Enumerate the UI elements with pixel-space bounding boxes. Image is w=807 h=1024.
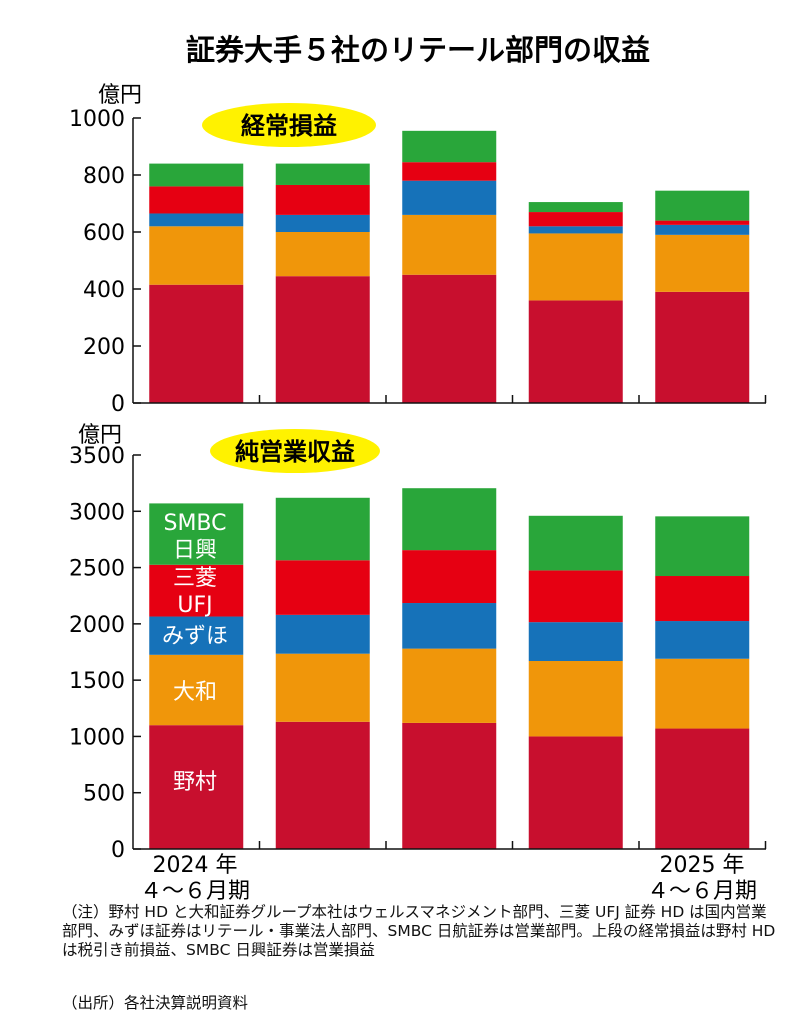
top-bar-segment-三菱UFJ — [402, 162, 497, 181]
bottom-bar-segment-野村 — [275, 721, 370, 849]
bottom-bar-segment-SMBC日興 — [275, 497, 370, 561]
top-y-unit: 億円 — [98, 83, 142, 108]
bottom-bar-segment-大和 — [528, 661, 623, 737]
top-panel-badge — [202, 103, 376, 147]
top-bar-segment-SMBC日興 — [655, 190, 750, 221]
bottom-bar-segment-三菱UFJ — [149, 564, 244, 617]
series-label-smbc-line1: SMBC — [163, 511, 226, 536]
series-label-nomura: 野村 — [173, 770, 217, 795]
series-label-daiwa: 大和 — [173, 680, 217, 705]
top-bar-segment-三菱UFJ — [149, 186, 244, 214]
top-y-tick-label: 600 — [83, 221, 125, 246]
bottom-bar-segment-みずほ — [402, 603, 497, 649]
bottom-bar-segment-SMBC日興 — [528, 515, 623, 571]
bottom-bar-segment-大和 — [655, 658, 750, 729]
bottom-bar-segment-みずほ — [149, 616, 244, 655]
bottom-bar-segment-野村 — [528, 736, 623, 849]
top-bar-segment-野村 — [149, 284, 244, 403]
top-bar-segment-SMBC日興 — [528, 202, 623, 213]
bottom-bars — [149, 488, 750, 849]
top-y-tick-label: 0 — [111, 392, 125, 417]
bottom-panel-badge — [210, 429, 380, 473]
source-note: （出所）各社決算説明資料 — [62, 994, 249, 1012]
x-label-last-period: ４～６月期 — [647, 879, 757, 904]
bottom-y-tick-label: 1000 — [69, 725, 125, 750]
top-x-ticks — [258, 395, 767, 403]
top-bar-segment-野村 — [655, 291, 750, 403]
x-label-first-year: 2024 年 — [153, 853, 238, 878]
series-label-mufg-line1: 三菱 — [173, 566, 217, 591]
series-label-mufg-line2: UFJ — [177, 593, 212, 618]
top-bar-segment-三菱UFJ — [275, 184, 370, 215]
bottom-y-tick-label: 3500 — [69, 444, 125, 469]
bottom-bar-segment-SMBC日興 — [402, 488, 497, 551]
top-bar-segment-野村 — [402, 274, 497, 403]
top-bar-segment-野村 — [528, 300, 623, 403]
top-bar-segment-みずほ — [655, 224, 750, 235]
top-y-tick-label: 800 — [83, 164, 125, 189]
top-bar-segment-SMBC日興 — [275, 163, 370, 185]
top-bar-segment-SMBC日興 — [402, 130, 497, 163]
bottom-y-tick-label: 1500 — [69, 669, 125, 694]
bottom-bar-segment-みずほ — [528, 622, 623, 662]
bottom-y-tick-label: 0 — [111, 838, 125, 863]
bottom-bar-segment-野村 — [149, 725, 244, 849]
panel-ordinary-profit: 億円 0 200 400 600 800 1000 経常損益 — [69, 83, 767, 417]
bottom-bar-segment-大和 — [275, 653, 370, 722]
top-bar-segment-三菱UFJ — [528, 212, 623, 227]
bottom-bar-segment-三菱UFJ — [402, 550, 497, 604]
bottom-y-tick-label: 3000 — [69, 500, 125, 525]
bottom-bar-segment-三菱UFJ — [528, 570, 623, 623]
bottom-bar-segment-野村 — [655, 728, 750, 849]
top-bar-segment-大和 — [149, 226, 244, 285]
top-panel-title: 経常損益 — [241, 112, 337, 140]
bottom-bar-segment-みずほ — [655, 621, 750, 659]
series-label-mizuho: みずほ — [162, 624, 228, 649]
series-label-smbc-line2: 日興 — [173, 538, 217, 563]
chart-title: 証券大手５社のリテール部門の収益 — [186, 33, 650, 67]
top-y-axis: 0 200 400 600 800 1000 — [69, 107, 141, 417]
bottom-panel-title: 純営業収益 — [235, 438, 355, 466]
top-bar-segment-野村 — [275, 276, 370, 403]
top-y-tick-label: 200 — [83, 335, 125, 360]
bottom-y-axis: 0 500 1000 1500 2000 2500 3000 3500 — [69, 444, 141, 863]
bottom-bar-segment-大和 — [149, 654, 244, 726]
bottom-y-unit: 億円 — [78, 423, 122, 448]
top-bar-segment-大和 — [655, 234, 750, 292]
top-y-tick-label: 1000 — [69, 107, 125, 132]
x-label-last-year: 2025 年 — [660, 853, 745, 878]
top-bar-segment-みずほ — [528, 226, 623, 234]
top-y-tick-label: 400 — [83, 278, 125, 303]
bottom-y-tick-label: 2500 — [69, 557, 125, 582]
top-bar-segment-大和 — [275, 232, 370, 277]
top-bar-segment-みずほ — [149, 213, 244, 227]
bottom-x-ticks — [258, 841, 767, 849]
top-bars — [149, 130, 750, 403]
panel-net-operating-revenue: 億円 0 500 1000 1500 2000 2500 3000 3500 純営業収益 SM… — [69, 423, 767, 863]
top-bar-segment-SMBC日興 — [149, 163, 244, 187]
bottom-bar-segment-SMBC日興 — [655, 516, 750, 577]
bottom-bar-segment-SMBC日興 — [149, 503, 244, 565]
bottom-bar-segment-三菱UFJ — [655, 576, 750, 622]
bottom-bar-segment-みずほ — [275, 614, 370, 654]
top-bar-segment-大和 — [402, 214, 497, 275]
top-bar-segment-みずほ — [402, 180, 497, 215]
top-bar-segment-三菱UFJ — [655, 220, 750, 225]
bottom-bar-segment-三菱UFJ — [275, 560, 370, 615]
bottom-bar-segment-野村 — [402, 722, 497, 849]
bottom-y-tick-label: 2000 — [69, 613, 125, 638]
top-bar-segment-みずほ — [275, 214, 370, 232]
top-bar-segment-大和 — [528, 233, 623, 301]
bottom-bar-segment-大和 — [402, 648, 497, 723]
x-label-first-period: ４～６月期 — [140, 879, 250, 904]
bottom-y-tick-label: 500 — [83, 782, 125, 807]
footnote: （注）野村 HD と大和証券グループ本社はウェルスマネジメント部門、三菱 UFJ… — [62, 903, 776, 959]
